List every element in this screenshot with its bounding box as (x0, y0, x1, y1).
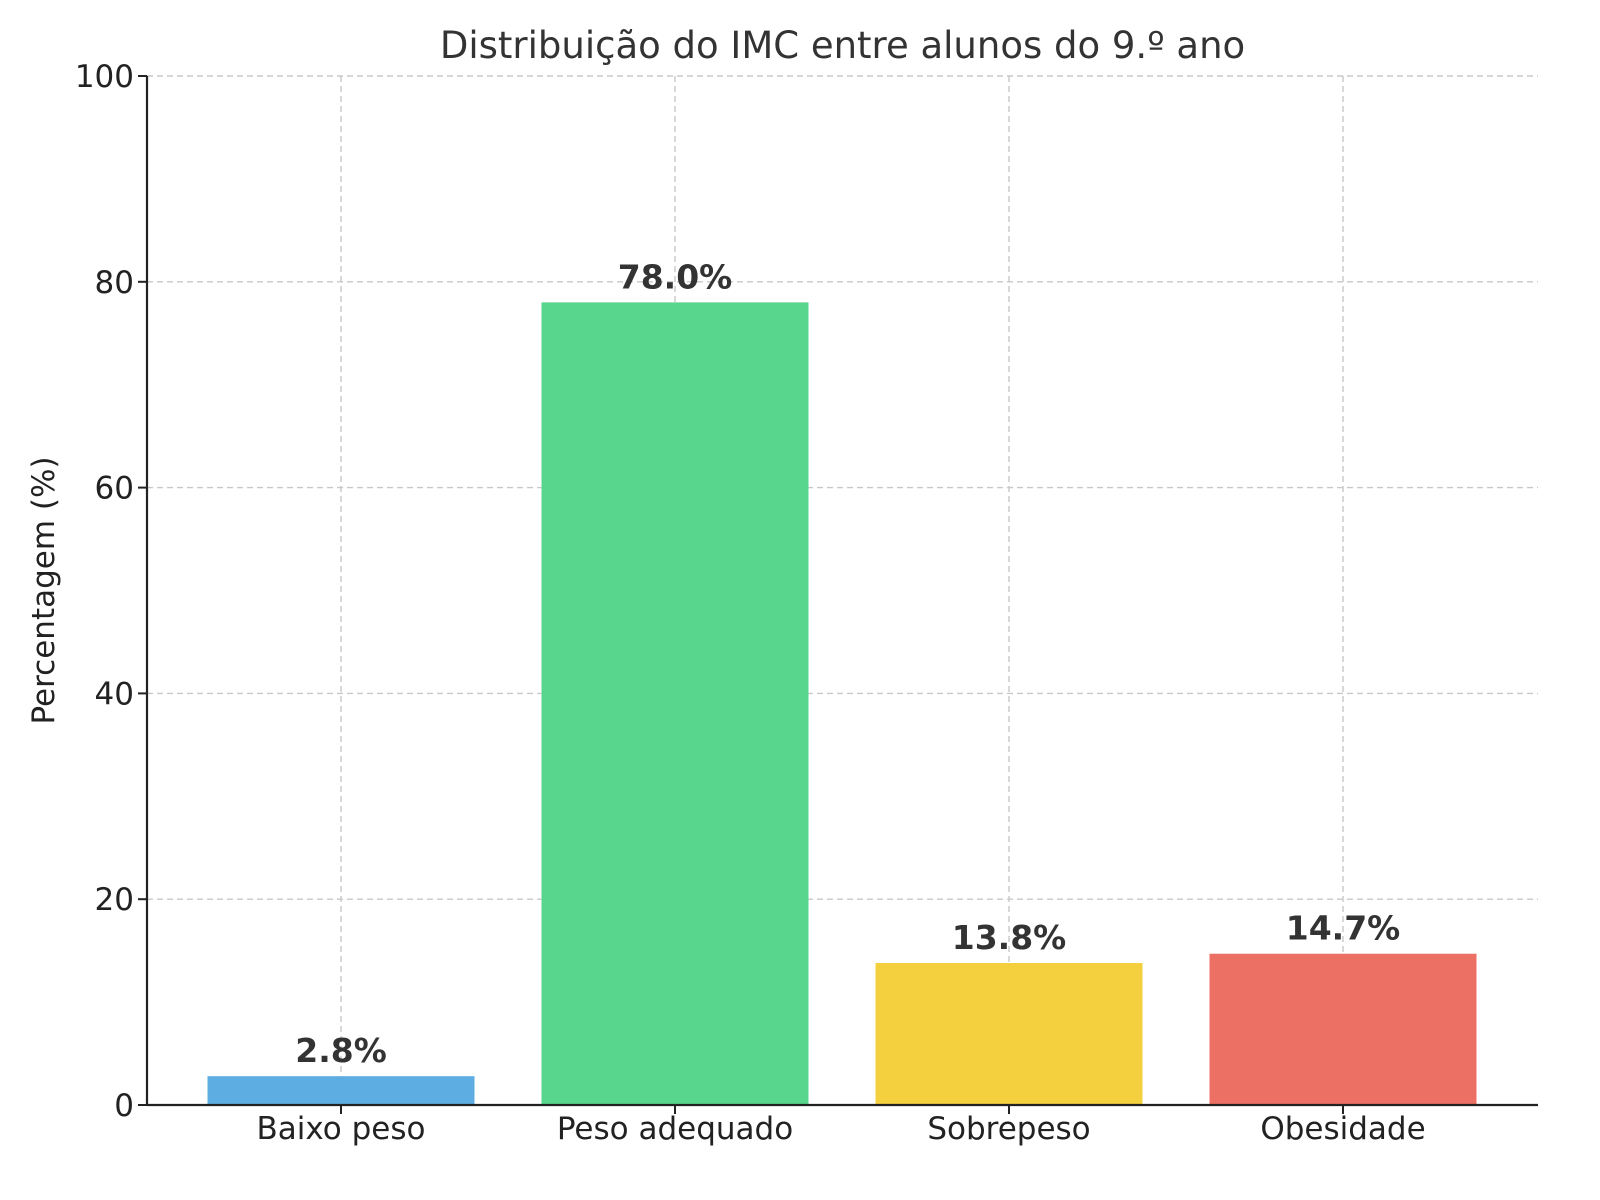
y-tick-label: 20 (95, 882, 134, 918)
tick-labels: 0 20 40 60 80 100 Baixo peso Peso adequado Sobre… (75, 59, 1426, 1147)
x-tick-label: Peso adequado (557, 1111, 793, 1147)
bar-sobrepeso (875, 962, 1143, 1105)
bar-peso-adequado (541, 302, 809, 1105)
bar-obesidade (1209, 953, 1477, 1105)
y-tick-label: 40 (95, 676, 134, 712)
y-tick-label: 80 (95, 265, 134, 301)
chart-title: Distribuição do IMC entre alunos do 9.º … (440, 24, 1245, 67)
data-label: 78.0% (618, 257, 733, 296)
data-label: 13.8% (952, 918, 1067, 957)
x-tick-label: Baixo peso (257, 1111, 426, 1147)
axes (145, 76, 1538, 1107)
grid (147, 75, 1538, 1105)
x-tick-label: Obesidade (1260, 1111, 1425, 1147)
bar-baixo-peso (207, 1076, 475, 1105)
bars (207, 302, 1477, 1105)
y-tick-label: 0 (114, 1088, 134, 1124)
x-tick-label: Sobrepeso (927, 1111, 1090, 1147)
data-label: 14.7% (1286, 909, 1401, 948)
data-label: 2.8% (295, 1031, 387, 1070)
data-labels: 2.8% 78.0% 13.8% 14.7% (295, 257, 1400, 1070)
y-axis-label: Percentagem (%) (26, 456, 62, 724)
y-tick-label: 100 (75, 59, 134, 95)
y-tick-label: 60 (95, 471, 134, 507)
